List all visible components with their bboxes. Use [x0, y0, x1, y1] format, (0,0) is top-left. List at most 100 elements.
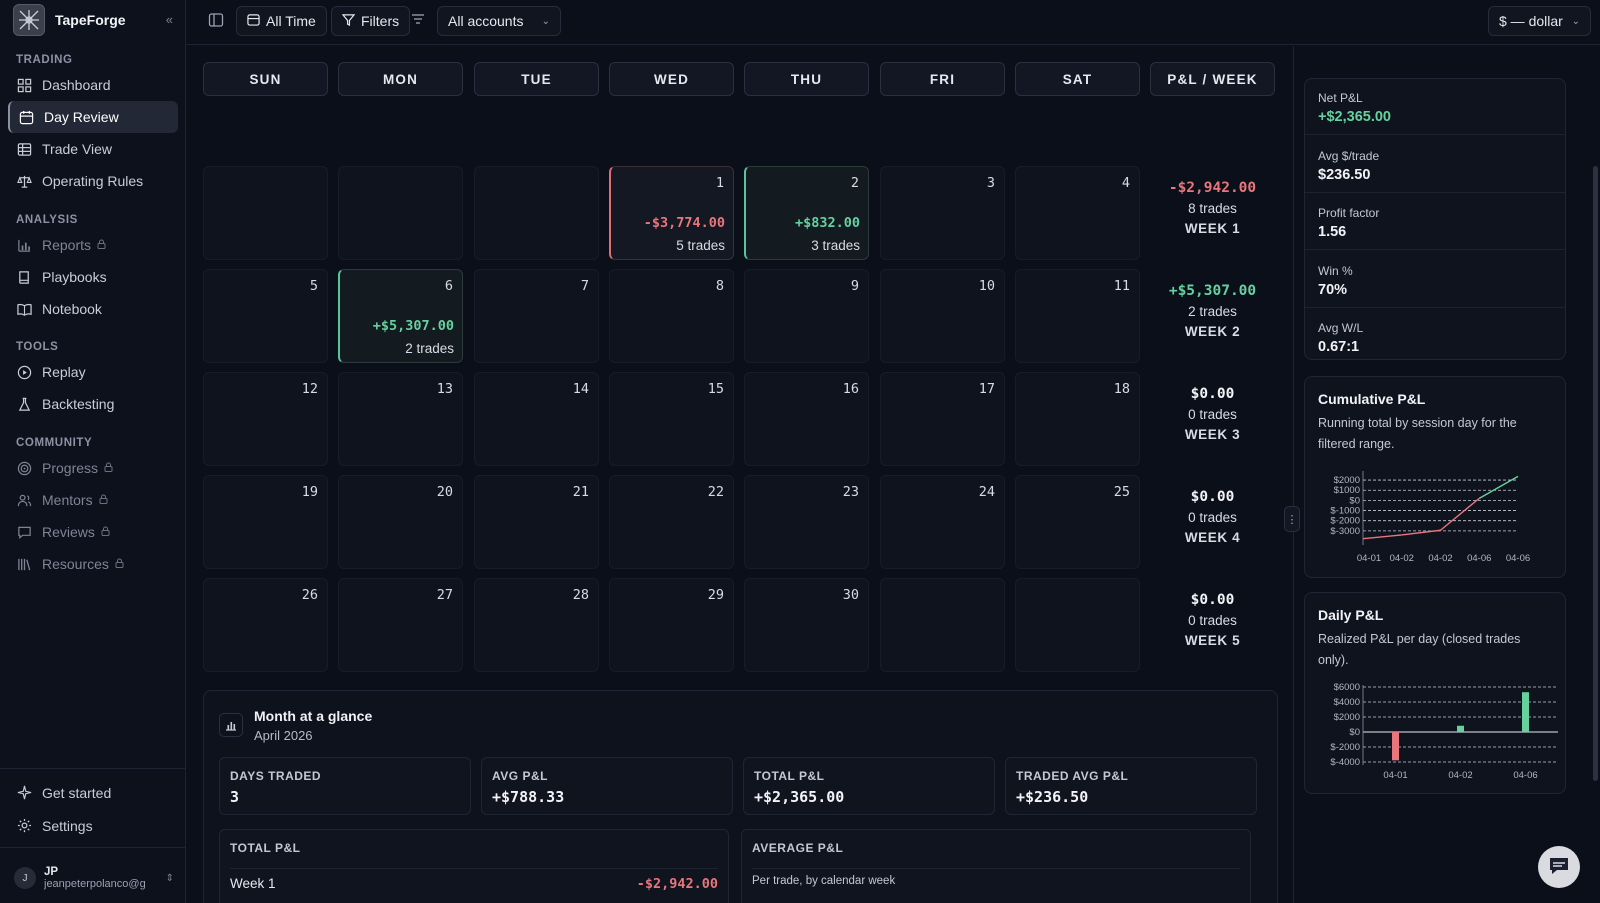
open-book-icon: [16, 301, 32, 317]
week-trade-count: 0 trades: [1188, 613, 1237, 628]
x-tick-label: 04-02: [1448, 770, 1472, 781]
day-cell-9[interactable]: 9: [744, 269, 869, 363]
metric-avg-trade: Avg $/trade $236.50: [1305, 137, 1565, 193]
week-pnl: $0.00: [1190, 386, 1235, 402]
day-pnl: +$832.00: [794, 215, 860, 231]
sidebar-item-playbooks[interactable]: Playbooks: [8, 261, 178, 293]
sidebar-item-resources[interactable]: Resources: [8, 548, 178, 580]
metric-value: 1.56: [1318, 224, 1347, 240]
users-icon: [16, 492, 32, 508]
accounts-select[interactable]: All accounts ⌄: [437, 6, 561, 36]
day-cell-26[interactable]: 26: [203, 578, 328, 672]
day-number: 30: [842, 587, 859, 603]
sidebar-divider: [0, 847, 186, 848]
nav-heading: TOOLS: [16, 341, 59, 353]
day-cell-25[interactable]: 25: [1015, 475, 1140, 569]
filters-button[interactable]: Filters: [331, 6, 411, 36]
day-cell-5[interactable]: 5: [203, 269, 328, 363]
day-cell-7[interactable]: 7: [474, 269, 599, 363]
sparkle-icon: [16, 785, 32, 801]
sidebar-item-label: Settings: [42, 817, 93, 834]
day-cell-23[interactable]: 23: [744, 475, 869, 569]
day-cell-20[interactable]: 20: [338, 475, 463, 569]
average-pnl-box: AVERAGE P&L Per trade, by calendar week: [741, 829, 1251, 903]
chat-button[interactable]: [1538, 846, 1580, 888]
toggle-panel-icon[interactable]: [208, 12, 224, 31]
series-line-segment: [1478, 475, 1519, 499]
sidebar-item-label: Resources: [42, 556, 109, 572]
y-tick-label: $-4000: [1330, 757, 1360, 768]
currency-select[interactable]: $ — dollar ⌄: [1488, 6, 1591, 36]
day-cell-21[interactable]: 21: [474, 475, 599, 569]
day-cell-11[interactable]: 11: [1015, 269, 1140, 363]
brand-logo-icon: [13, 4, 45, 36]
scrollbar[interactable]: [1593, 166, 1598, 781]
metric-label: Avg W/L: [1318, 321, 1364, 335]
day-number: 24: [978, 484, 995, 500]
sidebar-item-reviews[interactable]: Reviews: [8, 516, 178, 548]
day-cell-28[interactable]: 28: [474, 578, 599, 672]
day-cell-19[interactable]: 19: [203, 475, 328, 569]
day-cell-2[interactable]: 2 +$832.00 3 trades: [744, 166, 869, 260]
sidebar-item-trade-view[interactable]: Trade View: [8, 133, 178, 165]
weekday-header-tue: TUE: [474, 62, 599, 96]
y-tick-label: $2000: [1334, 475, 1360, 486]
week-trade-count: 0 trades: [1188, 407, 1237, 422]
brand-name: TapeForge: [55, 12, 126, 28]
day-cell-1[interactable]: 1 -$3,774.00 5 trades: [609, 166, 734, 260]
day-cell-13[interactable]: 13: [338, 372, 463, 466]
day-number: 10: [978, 278, 995, 294]
stat-value: 3: [230, 788, 240, 806]
x-tick-label: 04-06: [1513, 770, 1537, 781]
weekday-header-sat: SAT: [1015, 62, 1140, 96]
week-pnl: $0.00: [1190, 592, 1235, 608]
day-cell-30[interactable]: 30: [744, 578, 869, 672]
day-cell-16[interactable]: 16: [744, 372, 869, 466]
day-cell-15[interactable]: 15: [609, 372, 734, 466]
day-pnl: -$3,774.00: [643, 215, 725, 231]
day-cell-4[interactable]: 4: [1015, 166, 1140, 260]
sidebar-item-dashboard[interactable]: Dashboard: [8, 69, 178, 101]
sidebar-item-backtesting[interactable]: Backtesting: [8, 388, 178, 420]
x-tick-label: 04-01: [1357, 553, 1381, 564]
day-cell-14[interactable]: 14: [474, 372, 599, 466]
day-cell-22[interactable]: 22: [609, 475, 734, 569]
day-cell-6[interactable]: 6 +$5,307.00 2 trades: [338, 269, 463, 363]
stat-label: TRADED AVG P&L: [1016, 769, 1129, 783]
cumulative-line-chart: $2000$1000$0$-1000$-2000$-3000 04-01 04-02…: [1330, 471, 1530, 564]
sidebar-item-replay[interactable]: Replay: [8, 356, 178, 388]
day-cell-12[interactable]: 12: [203, 372, 328, 466]
day-cell-18[interactable]: 18: [1015, 372, 1140, 466]
day-number: 11: [1113, 278, 1130, 294]
day-cell-8[interactable]: 8: [609, 269, 734, 363]
date-range-button[interactable]: All Time: [236, 6, 327, 36]
user-menu[interactable]: J JP jeanpeterpolanco@g ⇕: [14, 858, 174, 898]
sidebar-item-label: Progress: [42, 460, 99, 476]
week-label: WEEK 3: [1184, 427, 1241, 442]
day-cell-29[interactable]: 29: [609, 578, 734, 672]
sidebar-item-settings[interactable]: Settings: [8, 809, 178, 842]
sidebar-item-notebook[interactable]: Notebook: [8, 293, 178, 325]
day-cell-24[interactable]: 24: [880, 475, 1005, 569]
panel-resize-handle[interactable]: ⋮: [1284, 506, 1300, 532]
sidebar-item-get-started[interactable]: Get started: [8, 776, 178, 809]
day-cell-17[interactable]: 17: [880, 372, 1005, 466]
cumulative-desc: Running total by session day for the fil…: [1318, 416, 1517, 451]
day-cell-27[interactable]: 27: [338, 578, 463, 672]
collapse-sidebar-icon[interactable]: «: [165, 12, 173, 27]
metric-value: 0.67:1: [1318, 339, 1360, 355]
sidebar-item-progress[interactable]: Progress: [8, 452, 178, 484]
sidebar-item-reports[interactable]: Reports: [8, 229, 178, 261]
sidebar-item-label: Replay: [42, 364, 86, 380]
day-number: 9: [850, 278, 859, 294]
series-line-segment: [1362, 534, 1402, 540]
brand[interactable]: TapeForge «: [13, 3, 173, 37]
sidebar-item-label: Operating Rules: [42, 173, 144, 189]
sidebar-item-mentors[interactable]: Mentors: [8, 484, 178, 516]
sort-lines-icon[interactable]: [411, 12, 425, 29]
sidebar-item-day-review[interactable]: Day Review: [8, 101, 178, 133]
lock-icon: [115, 558, 124, 571]
day-cell-3[interactable]: 3: [880, 166, 1005, 260]
day-cell-10[interactable]: 10: [880, 269, 1005, 363]
sidebar-item-operating-rules[interactable]: Operating Rules: [8, 165, 178, 197]
